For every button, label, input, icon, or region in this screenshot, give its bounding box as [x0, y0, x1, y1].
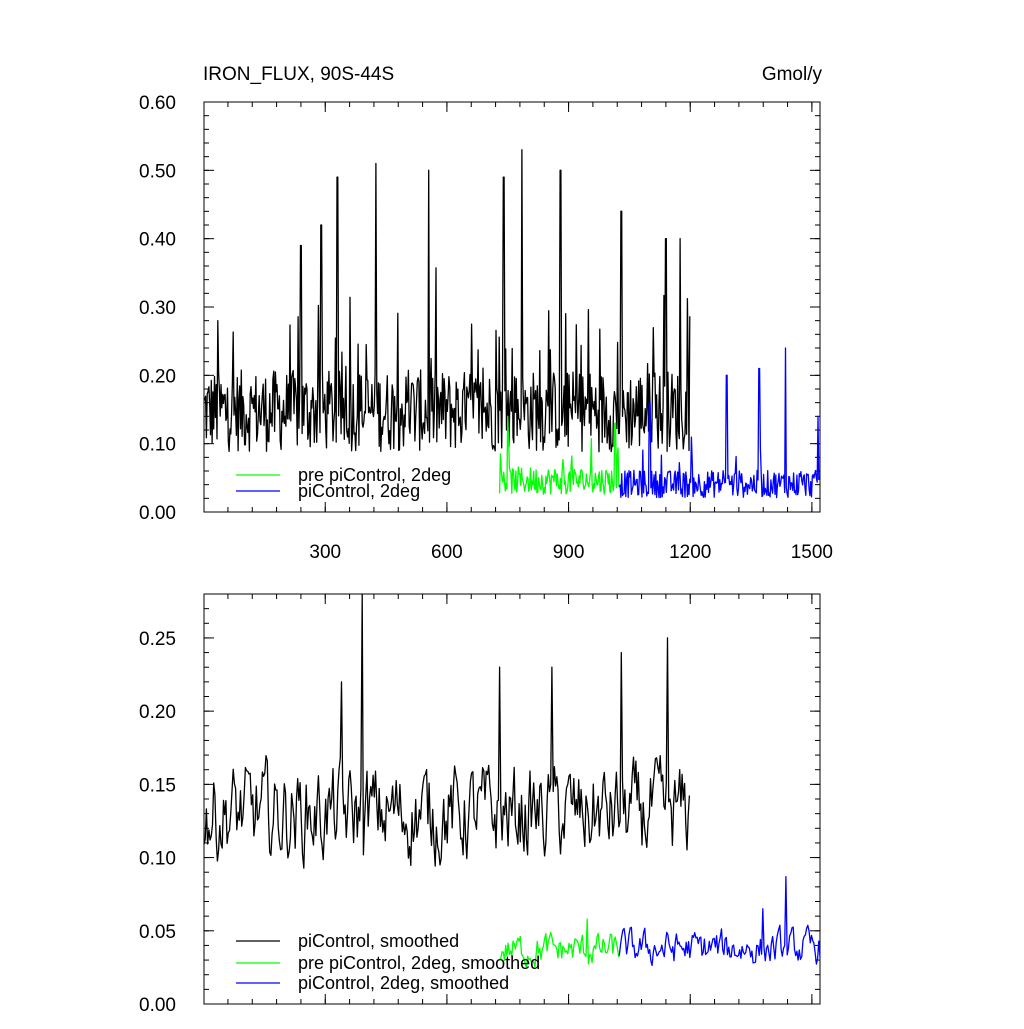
x-tick-label: 1200: [669, 542, 711, 563]
legend-label: pre piControl, 2deg: [298, 465, 451, 485]
y-tick-label: 0.00: [139, 503, 176, 524]
y-tick-label: 0.05: [139, 922, 176, 943]
series-line: [203, 593, 691, 869]
series-line: [618, 347, 821, 499]
series-line: [618, 875, 821, 967]
legend-label: piControl, smoothed: [298, 931, 459, 951]
legend-label: piControl, 2deg: [298, 481, 420, 501]
series-line: [203, 149, 691, 453]
units-label: Gmol/y: [761, 64, 822, 85]
x-tick-label: 1500: [791, 542, 833, 563]
y-tick-label: 0.20: [139, 366, 176, 387]
legend-label: pre piControl, 2deg, smoothed: [298, 953, 540, 973]
y-tick-label: 0.40: [139, 230, 176, 251]
y-tick-label: 0.00: [139, 995, 176, 1016]
legend-label: piControl, 2deg, smoothed: [298, 973, 509, 993]
y-tick-label: 0.30: [139, 298, 176, 319]
x-tick-label: 600: [431, 542, 463, 563]
y-tick-label: 0.10: [139, 435, 176, 456]
y-tick-label: 0.10: [139, 849, 176, 870]
y-tick-label: 0.50: [139, 161, 176, 182]
x-tick-label: 900: [553, 542, 585, 563]
y-tick-label: 0.25: [139, 629, 176, 650]
y-tick-label: 0.15: [139, 775, 176, 796]
chart-title: IRON_FLUX, 90S-44S: [203, 64, 395, 85]
y-tick-label: 0.60: [139, 93, 176, 114]
series-line: [498, 415, 620, 495]
y-tick-label: 0.20: [139, 702, 176, 723]
series-line: [499, 918, 620, 969]
x-tick-label: 300: [309, 542, 341, 563]
